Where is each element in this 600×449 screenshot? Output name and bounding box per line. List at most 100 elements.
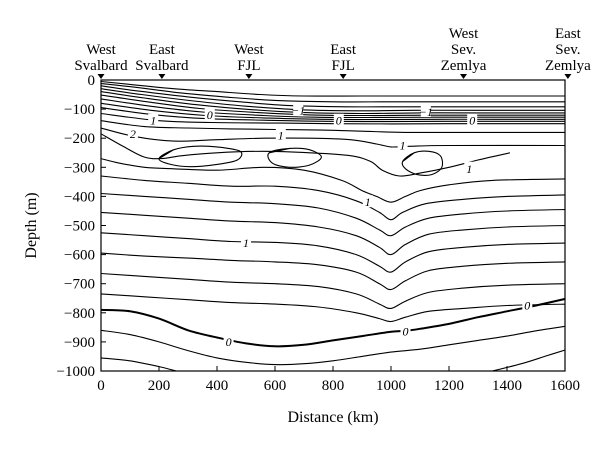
contour-label-bg (522, 298, 533, 311)
contour-label: 0 (469, 114, 475, 128)
y-tick-label: −700 (64, 277, 95, 293)
contour-label: 0 (226, 335, 232, 349)
y-tick-label: 0 (88, 73, 96, 89)
contour-label: 1 (466, 162, 472, 176)
contour-line (101, 252, 565, 291)
contour-label-bg (333, 113, 344, 126)
contour-line (101, 211, 565, 256)
contour-label-bg (293, 103, 304, 116)
contour-loop (158, 145, 243, 168)
y-axis-title: Depth (m) (23, 192, 40, 258)
station-label: FJL (331, 58, 354, 74)
contour-line (101, 297, 565, 348)
x-tick-label: 600 (264, 378, 287, 394)
contour-line (101, 80, 565, 97)
contour-label-bg (400, 324, 411, 337)
x-axis: 0 200 400 600 800 1000 1200 1400 1600 (97, 366, 580, 394)
contour-label-bg (362, 195, 373, 208)
contour-label: 1 (400, 138, 406, 152)
station-label: FJL (237, 58, 260, 74)
y-axis: 0 −100 −200 −300 −400 −500 −600 −700 −800 −900 −10… (57, 73, 106, 380)
contour-label-bg (204, 107, 215, 120)
contour-label: 0 (524, 299, 530, 313)
contour-line (101, 192, 565, 237)
x-tick-label: 0 (97, 378, 105, 394)
contour-loop (267, 147, 322, 168)
contour-label-bg (223, 334, 234, 347)
y-tick-label: −600 (64, 248, 95, 264)
contour-label-bg (464, 161, 475, 174)
contour-line (101, 232, 565, 273)
contour-line (101, 272, 565, 310)
station-marker (245, 74, 253, 79)
station-label: West (234, 42, 264, 58)
x-tick-label: 200 (148, 378, 171, 394)
station-marker (158, 74, 166, 79)
contour-label: 1 (365, 195, 371, 209)
contour-line (101, 112, 565, 125)
contour-line (101, 120, 565, 134)
y-tick-label: −800 (64, 306, 95, 322)
y-tick-label: −500 (64, 219, 95, 235)
x-tick-label: 1400 (492, 378, 522, 394)
contour-line (492, 349, 565, 371)
contour-label: −1 (291, 104, 305, 118)
y-tick-label: −900 (64, 335, 95, 351)
y-tick-label: −100 (64, 102, 95, 118)
x-axis-title: Distance (km) (287, 409, 378, 426)
contour-label-bg (420, 105, 431, 118)
contour-label-bg (467, 113, 478, 126)
contour-label: −1 (419, 105, 433, 119)
x-tick-label: 1200 (434, 378, 464, 394)
contour-label-bg (127, 126, 138, 139)
contour-line (101, 94, 565, 117)
station-marker (564, 74, 572, 79)
contour-line (101, 102, 565, 121)
station-label: East (149, 42, 176, 58)
contour-line (101, 91, 565, 115)
contour-line (101, 107, 565, 123)
station-label: Sev. (451, 42, 476, 58)
station-marker (460, 74, 467, 79)
contour-label: 0 (336, 114, 342, 128)
station-label: East (330, 42, 357, 58)
contour-line (101, 82, 565, 103)
y-tick-label: −1000 (57, 364, 95, 380)
station-label: Svalbard (135, 58, 189, 74)
station-markers: WestSvalbardEastSvalbardWestFJLEastFJLWe… (74, 26, 591, 79)
contour-line (101, 158, 565, 203)
x-tick-label: 400 (206, 378, 229, 394)
contour-line (101, 85, 565, 108)
station-marker (339, 74, 347, 79)
station-label: West (86, 42, 116, 58)
contour-line (101, 127, 565, 148)
contour-label: 0 (207, 108, 213, 122)
contour-label: 2 (130, 127, 136, 141)
station-label: West (449, 26, 479, 42)
contour-label-bg (241, 235, 251, 248)
x-tick-label: 1000 (376, 378, 406, 394)
contour-label: 1 (243, 236, 249, 250)
contour-label: 1 (150, 114, 156, 128)
contour-line (101, 293, 565, 323)
station-label: Zemlya (441, 58, 487, 74)
contour-label-bg (148, 113, 159, 126)
contour-line (101, 133, 511, 177)
y-tick-label: −400 (64, 189, 95, 205)
contour-label-bg (397, 138, 408, 151)
contour-label: 1 (278, 128, 284, 142)
contour-line (101, 98, 565, 119)
station-label: Zemlya (545, 58, 591, 74)
contour-line (101, 357, 177, 371)
contour-loop (401, 150, 444, 176)
contour-label: 0 (403, 325, 409, 339)
x-tick-label: 800 (322, 378, 345, 394)
contour-line (101, 325, 565, 366)
station-label: Svalbard (74, 58, 128, 74)
y-tick-label: −300 (64, 160, 95, 176)
contour-lines (101, 80, 565, 371)
station-marker (97, 74, 105, 79)
contour-label-bg (275, 128, 286, 141)
y-tick-label: −200 (64, 131, 95, 147)
